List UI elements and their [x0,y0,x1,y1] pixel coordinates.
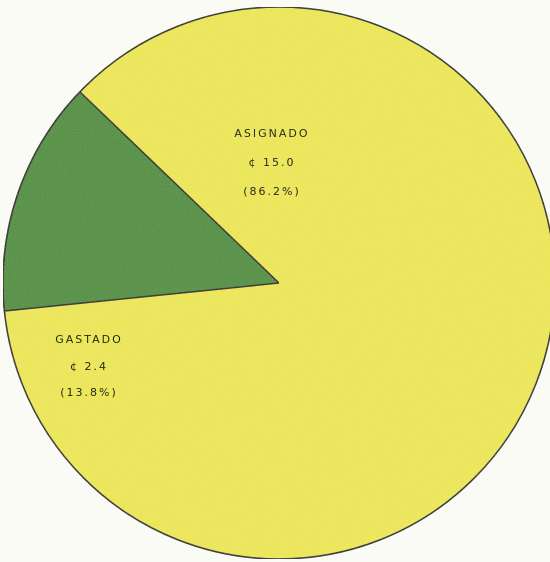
slice-label-asignado: ASIGNADO [234,127,309,140]
slice-percent-asignado: (86.2%) [243,185,301,198]
labels-layer: ASIGNADO ¢ 15.0 (86.2%) GASTADO ¢ 2.4 (1… [55,127,309,399]
slices-layer [2,6,550,560]
slice-value-gastado: ¢ 2.4 [70,360,108,373]
slice-gastado [2,91,280,312]
slice-percent-gastado: (13.8%) [60,386,118,399]
slice-value-asignado: ¢ 15.0 [249,156,296,169]
slice-label-gastado: GASTADO [55,333,123,346]
